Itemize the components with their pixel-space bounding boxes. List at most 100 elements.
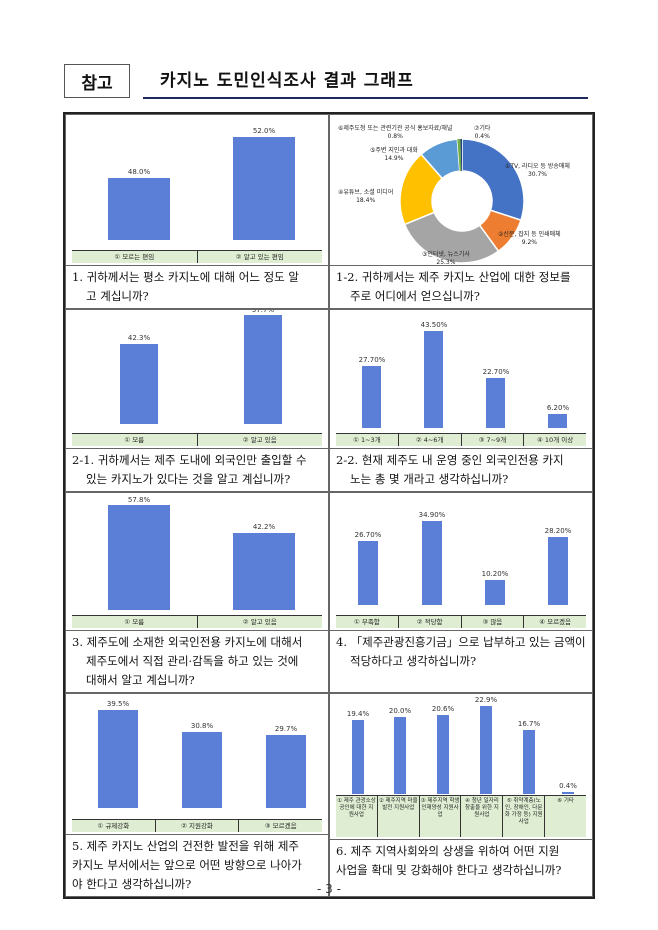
category-label: ⑤ 취약계층(노인, 장애인, 다문화 가정 등) 지원사업 — [503, 796, 546, 837]
value-label: 52.0% — [252, 127, 276, 135]
category-label: ① 제주 관광소상공인에 대한 지원사업 — [336, 796, 378, 837]
chart-cell-q5: 39.5% 30.8% 29.7% ① 규제강화 ② 지원강화 ③ 모르겠음 5… — [65, 693, 329, 897]
bar — [480, 706, 492, 794]
pie-label: ⑥제주도청 또는 관련기관 공식 홍보자료/채널 0.8% — [338, 125, 453, 140]
question-text: 1. 귀하께서는 평소 카지노에 대해 어느 정도 알 고 계십니까? — [66, 265, 328, 308]
question-line: 사업을 확대 및 강화해야 한다고 생각하십니까? — [336, 863, 562, 877]
value-label: 57.8% — [127, 496, 151, 504]
value-label: 16.7% — [517, 720, 541, 728]
chart-cell-q1: 48.0% 52.0% ① 모르는 편임 ② 알고 있는 편임 1. 귀하께서는… — [65, 114, 329, 309]
header-tag-label: 참고 — [81, 73, 113, 94]
chart-cell-q6: 19.4% 20.0% 20.6% 22.9% 16.7% 0.4% ① 제주 … — [329, 693, 593, 897]
pie-label: ②신문, 잡지 등 인쇄매체 9.2% — [498, 231, 561, 246]
donut-chart-q1-2: ①TV, 라디오 등 방송매체 30.7% ②신문, 잡지 등 인쇄매체 9.2% … — [330, 115, 592, 265]
bar — [98, 710, 138, 808]
category-label: ② 알고 있는 편임 — [235, 252, 284, 261]
category-row: ① 제주 관광소상공인에 대한 지원사업 ② 제주지역 마을 발전 지원사업 ③… — [336, 795, 586, 837]
category-label: ① 1~3개 — [336, 433, 399, 446]
value-label: 34.90% — [418, 511, 446, 519]
bar — [562, 792, 574, 794]
chart-cell-q4: 26.70% 34.90% 10.20% 28.20% ① 부족함 ② 적당함 … — [329, 492, 593, 693]
category-label: ② 알고 있음 — [242, 617, 277, 626]
value-label: 28.20% — [544, 527, 572, 535]
value-label: 42.3% — [127, 334, 151, 342]
chart-cell-q1-2: ①TV, 라디오 등 방송매체 30.7% ②신문, 잡지 등 인쇄매체 9.2% … — [329, 114, 593, 309]
category-label: ③ 모르겠음 — [264, 821, 297, 830]
category-label: ④ 모르겠음 — [539, 617, 572, 626]
value-label: 19.4% — [346, 710, 370, 718]
category-label: ④ 10개 이상 — [537, 435, 574, 444]
category-label: ② 제주지역 마을 발전 지원사업 — [378, 796, 420, 837]
bar — [108, 505, 170, 610]
charts-grid: 48.0% 52.0% ① 모르는 편임 ② 알고 있는 편임 1. 귀하께서는… — [63, 112, 595, 899]
question-line: 2-1. 귀하께서는 제주 도내에 외국인만 출입할 수 — [72, 453, 307, 467]
bar — [422, 521, 442, 605]
category-label: ④ 청년 일자리 창출을 위한 지원사업 — [461, 796, 504, 837]
question-text: 1-2. 귀하께서는 제주 카지노 산업에 대한 정보를 주로 어디에서 얻으십… — [330, 265, 592, 308]
category-row: ① 모름 ② 알고 있음 — [72, 432, 322, 446]
bar — [108, 178, 170, 240]
category-row: ① 모름 ② 알고 있음 — [72, 614, 322, 628]
category-label: ① 부족함 — [336, 615, 399, 628]
bar-chart-q2-1: 42.3% 57.7% ① 모름 ② 알고 있음 — [66, 310, 328, 448]
bar-chart-q4: 26.70% 34.90% 10.20% 28.20% ① 부족함 ② 적당함 … — [330, 493, 592, 630]
question-line: 카지노 부서에서는 앞으로 어떤 방향으로 나아가 — [72, 858, 302, 872]
pie-label: ⑦기타 0.4% — [474, 125, 491, 140]
page-title: 카지노 도민인식조사 결과 그래프 — [160, 71, 414, 91]
category-label: ① 모름 — [72, 433, 198, 446]
bar-chart-q5: 39.5% 30.8% 29.7% ① 규제강화 ② 지원강화 ③ 모르겠음 — [66, 694, 328, 834]
value-label: 42.2% — [252, 523, 276, 531]
header-tag: 참고 — [64, 64, 130, 98]
bar — [486, 378, 505, 428]
bar — [233, 533, 295, 610]
category-label: ⑥ 기타 — [557, 798, 574, 804]
category-row: ① 부족함 ② 적당함 ③ 많음 ④ 모르겠음 — [336, 614, 586, 628]
bar — [358, 541, 378, 605]
category-row: ① 1~3개 ② 4~6개 ③ 7~9개 ④ 10개 이상 — [336, 432, 586, 446]
category-row: ① 모르는 편임 ② 알고 있는 편임 — [72, 249, 322, 263]
bar — [424, 331, 443, 428]
value-label: 48.0% — [127, 168, 151, 176]
category-label: ① 규제강화 — [72, 819, 156, 832]
question-line: 적당하다고 생각하십니까? — [350, 654, 477, 668]
question-text: 6. 제주 지역사회와의 상생을 위하여 어떤 지원 사업을 확대 및 강화해야… — [330, 839, 592, 882]
question-text: 2-2. 현재 제주도 내 운영 중인 외국인전용 카지 노는 총 몇 개라고 … — [330, 448, 592, 491]
pie-label: ③인터넷, 뉴스기사 25.3% — [422, 251, 470, 265]
question-text: 4. 「제주관광진흥기금」으로 납부하고 있는 금액이 적당하다고 생각하십니까… — [330, 630, 592, 673]
pie-label: ④유튜브, 소셜 미디어 18.4% — [338, 189, 394, 204]
question-line: 있는 카지노가 있다는 것을 알고 계십니까? — [86, 472, 291, 486]
bar — [523, 730, 535, 794]
bar — [352, 720, 364, 794]
page-number: - 3 - — [317, 882, 341, 896]
question-line: 1-2. 귀하께서는 제주 카지노 산업에 대한 정보를 — [336, 270, 571, 284]
category-label: ② 지원강화 — [156, 819, 240, 832]
bar — [437, 715, 449, 794]
bar — [362, 366, 381, 428]
bar — [394, 717, 406, 794]
question-line: 주로 어디에서 얻으십니까? — [350, 289, 480, 303]
value-label: 22.9% — [474, 696, 498, 704]
value-label: 20.6% — [431, 705, 455, 713]
category-row: ① 규제강화 ② 지원강화 ③ 모르겠음 — [72, 818, 322, 832]
pie-label: ①TV, 라디오 등 방송매체 30.7% — [505, 163, 570, 178]
category-label: ③ 7~9개 — [462, 433, 525, 446]
category-label: ③ 많음 — [462, 615, 525, 628]
question-line: 2-2. 현재 제주도 내 운영 중인 외국인전용 카지 — [336, 453, 564, 467]
question-line: 3. 제주도에 소재한 외국인전용 카지노에 대해서 — [72, 635, 303, 649]
value-label: 29.7% — [274, 725, 298, 733]
value-label: 26.70% — [354, 531, 382, 539]
value-label: 27.70% — [358, 356, 386, 364]
chart-cell-q2-2: 27.70% 43.50% 22.70% 6.20% ① 1~3개 ② 4~6개… — [329, 309, 593, 492]
value-label: 22.70% — [482, 368, 510, 376]
value-label: 43.50% — [420, 321, 448, 329]
bar — [548, 537, 568, 605]
question-line: 6. 제주 지역사회와의 상생을 위하여 어떤 지원 — [336, 844, 560, 858]
bar — [266, 735, 306, 808]
bar — [233, 137, 295, 240]
value-label: 6.20% — [546, 404, 570, 412]
chart-cell-q2-1: 42.3% 57.7% ① 모름 ② 알고 있음 2-1. 귀하께서는 제주 도… — [65, 309, 329, 492]
value-label: 0.4% — [559, 782, 577, 790]
chart-cell-q3: 57.8% 42.2% ① 모름 ② 알고 있음 3. 제주도에 소재한 외국인… — [65, 492, 329, 693]
category-label: ① 모름 — [72, 615, 198, 628]
title-underline — [143, 97, 588, 99]
